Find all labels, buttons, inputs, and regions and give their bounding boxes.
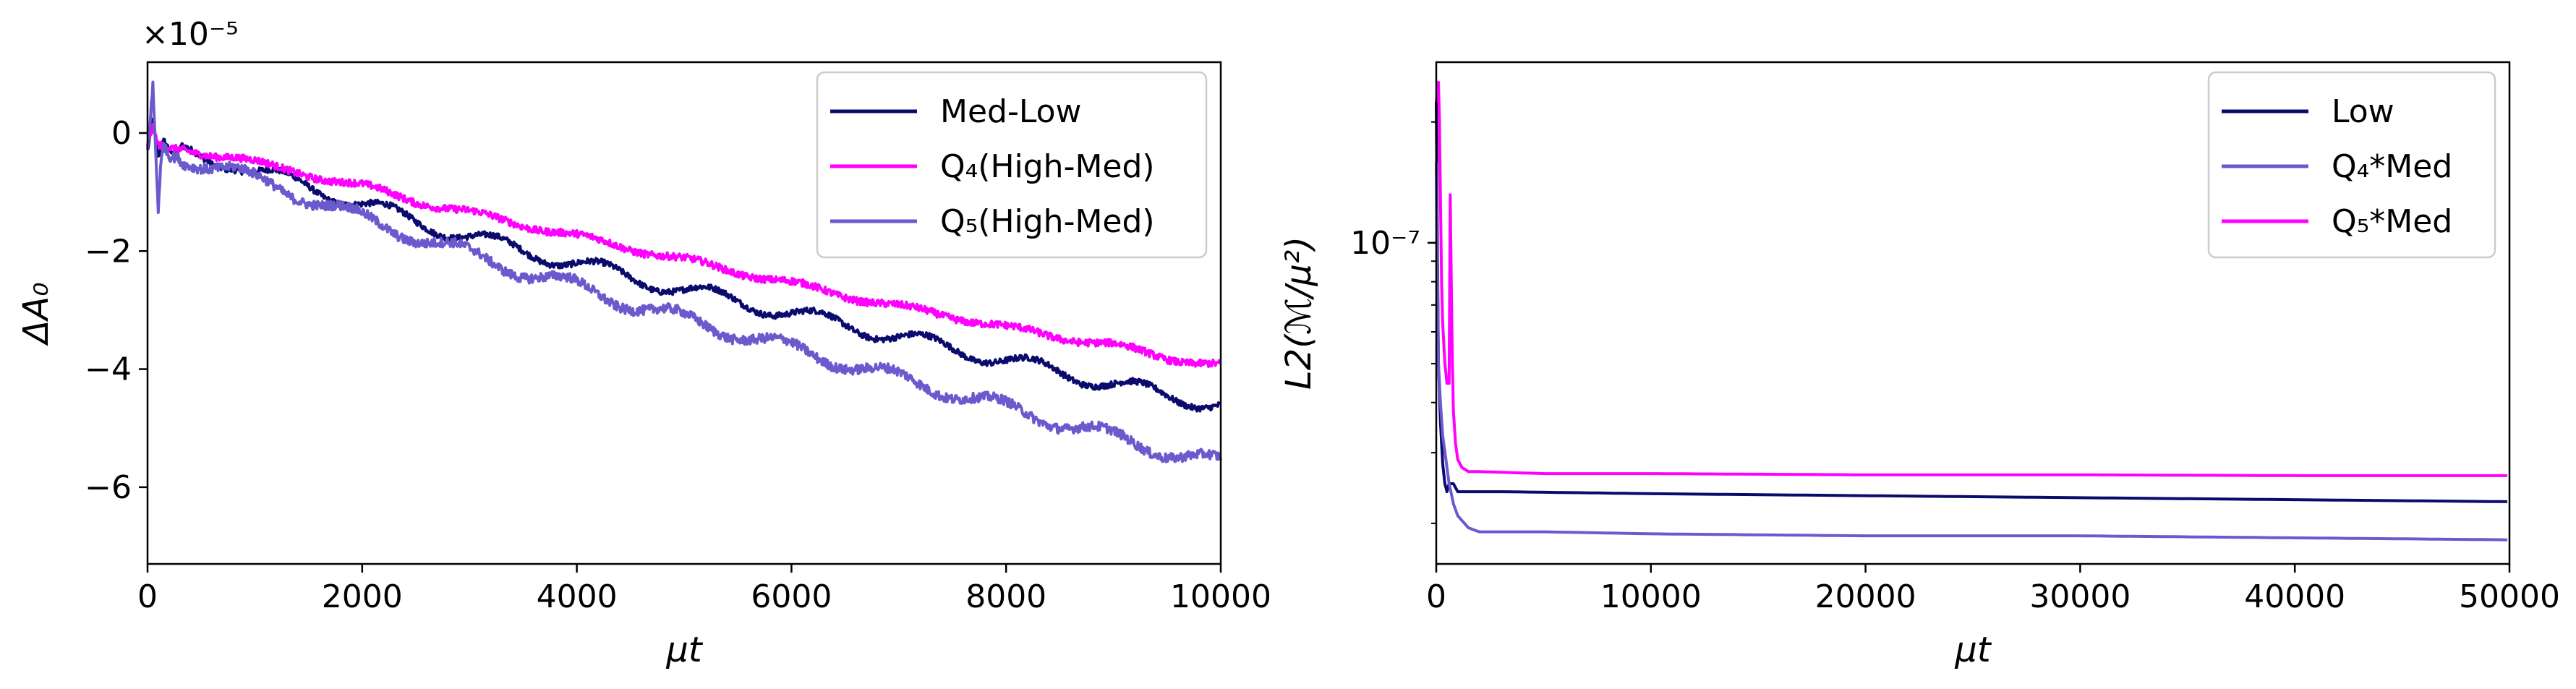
left-panel: 0 2000 4000 6000 8000 10000 0−2−4−6 ×10⁻⁵ μt … — [16, 16, 1271, 670]
right-series-line-1 — [1435, 162, 2508, 542]
left-y-tick-label: −4 — [85, 351, 132, 388]
left-series-line-1 — [146, 122, 1222, 368]
right-legend-box — [2207, 71, 2496, 259]
right-x-ticks: 0 10000 20000 30000 40000 50000 — [1426, 564, 2560, 615]
right-x-tick-label: 20000 — [1815, 578, 1916, 615]
right-y-axis-label: L2(ℳ/μ²) — [1279, 236, 1319, 390]
left-y-axis-label: ΔA₀ — [16, 283, 56, 347]
left-x-tick-label: 10000 — [1170, 578, 1271, 615]
right-series-line-0 — [1435, 102, 2508, 503]
left-series-line-0 — [146, 117, 1221, 413]
right-x-tick-label: 0 — [1426, 578, 1446, 615]
right-legend: Low Q₄*Med Q₅*Med — [2207, 71, 2496, 259]
right-y-ticks: 10⁻⁷ — [1350, 121, 1436, 524]
right-legend-label-q4: Q₄*Med — [2332, 148, 2452, 185]
right-x-tick-label: 50000 — [2459, 578, 2560, 615]
left-axes-frame — [146, 61, 1222, 565]
left-x-tick-label: 6000 — [751, 578, 832, 615]
right-x-tick-label: 30000 — [2029, 578, 2131, 615]
left-series-group — [146, 80, 1222, 463]
right-series-line-2 — [1435, 80, 2507, 477]
left-legend-box — [816, 71, 1208, 259]
right-series-group — [1435, 80, 2508, 542]
right-legend-label-low: Low — [2332, 93, 2394, 130]
left-legend-label-q4: Q₄(High-Med) — [940, 148, 1155, 185]
left-legend-label-med-low: Med-Low — [940, 93, 1082, 130]
left-x-tick-label: 0 — [137, 578, 158, 615]
right-x-axis-label: μt — [1954, 630, 1992, 670]
right-y-tick-label: 10⁻⁷ — [1350, 225, 1420, 262]
left-x-tick-label: 8000 — [965, 578, 1046, 615]
left-x-ticks: 0 2000 4000 6000 8000 10000 — [137, 564, 1271, 615]
right-x-tick-label: 10000 — [1600, 578, 1702, 615]
right-axes-frame — [1435, 61, 2511, 565]
left-series-line-2 — [146, 80, 1222, 463]
right-panel: 0 10000 20000 30000 40000 50000 10⁻⁷ μt L2(ℳ/… — [1279, 61, 2560, 670]
right-legend-label-q5: Q₅*Med — [2332, 203, 2452, 240]
left-y-tick-label: −6 — [85, 469, 132, 506]
left-y-tick-label: 0 — [111, 115, 132, 152]
right-x-tick-label: 40000 — [2244, 578, 2345, 615]
left-y-ticks: 0 −2 −4 −6 — [85, 115, 148, 506]
left-x-axis-label: μt — [665, 630, 704, 670]
left-y-tick-label: −2 — [85, 233, 132, 270]
left-x-tick-label: 4000 — [537, 578, 618, 615]
left-legend-label-q5: Q₅(High-Med) — [940, 203, 1155, 240]
left-x-tick-label: 2000 — [322, 578, 403, 615]
left-offset-text: ×10⁻⁵ — [142, 16, 239, 53]
left-legend: Med-Low Q₄(High-Med) Q₅(High-Med) — [816, 71, 1208, 259]
